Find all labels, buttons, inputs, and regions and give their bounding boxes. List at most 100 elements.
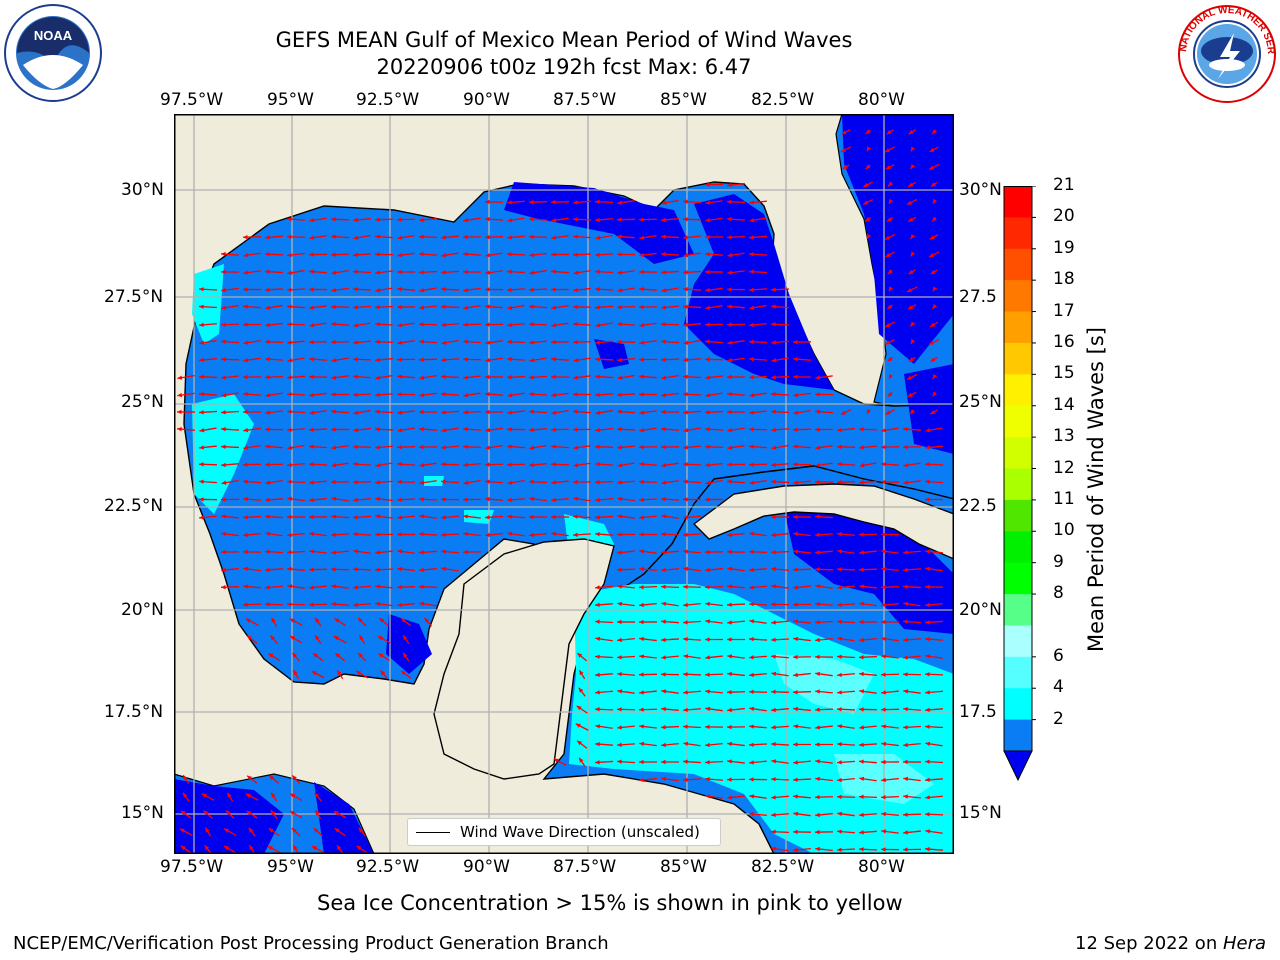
wind-wave-arrowhead — [375, 409, 380, 414]
wind-wave-arrowhead — [771, 742, 776, 747]
wind-wave-arrowhead — [221, 514, 226, 519]
wind-wave-arrowhead — [375, 322, 380, 327]
wind-wave-arrowhead — [265, 235, 270, 240]
wind-wave-arrowhead — [639, 759, 644, 765]
wind-wave-arrowhead — [243, 602, 248, 607]
wind-wave-arrowhead — [815, 759, 821, 764]
wind-wave-arrowhead — [815, 846, 820, 852]
wind-wave-arrowhead — [661, 270, 666, 275]
wind-wave-arrowhead — [529, 340, 534, 345]
wind-wave-arrowhead — [573, 234, 578, 239]
wind-wave-arrowhead — [881, 759, 886, 765]
wind-wave-arrowhead — [245, 618, 251, 623]
wind-wave-arrowhead — [727, 532, 732, 538]
wind-wave-arrowhead — [595, 410, 601, 415]
wind-wave-arrowhead — [705, 357, 710, 362]
wind-wave-arrowhead — [573, 532, 578, 537]
wind-wave-arrowhead — [617, 463, 623, 468]
wind-wave-arrowhead — [727, 549, 732, 555]
wind-wave-arrowhead — [815, 689, 820, 694]
wind-wave-arrowhead — [793, 811, 799, 817]
wind-wave-arrowhead — [485, 532, 490, 538]
colorbar-tick-label: 18 — [1053, 269, 1075, 290]
lat-tick-left: 30°N — [121, 180, 164, 200]
wind-wave-arrowhead — [881, 690, 886, 695]
wind-wave-arrowhead — [661, 357, 666, 362]
wind-wave-arrowhead — [507, 444, 512, 449]
colorbar-segment — [1004, 625, 1032, 658]
wind-wave-arrowhead — [661, 426, 666, 432]
wind-wave-arrowhead — [199, 287, 204, 292]
wind-wave-arrowhead — [221, 251, 226, 257]
wind-wave-arrowhead — [859, 567, 864, 572]
wind-wave-arrowhead — [617, 252, 622, 257]
wind-wave-arrowhead — [661, 200, 667, 205]
wind-wave-arrowhead — [577, 740, 582, 746]
wind-wave-arrowhead — [463, 393, 469, 398]
wind-wave-arrowhead — [837, 847, 842, 852]
wind-wave-arrowhead — [705, 462, 710, 468]
wind-wave-arrowhead — [617, 759, 622, 764]
wind-wave-arrowhead — [639, 532, 644, 537]
wind-wave-arrowhead — [309, 323, 315, 328]
wind-wave-arrowhead — [910, 251, 916, 257]
wind-wave-arrowhead — [771, 532, 776, 538]
wind-wave-arrowhead — [903, 794, 908, 799]
wind-wave-arrowhead — [859, 655, 864, 660]
wind-wave-arrowhead — [639, 444, 644, 450]
wind-wave-arrowhead — [727, 566, 733, 572]
wind-wave-arrowhead — [315, 635, 320, 641]
wind-wave-arrowhead — [463, 251, 468, 257]
wind-wave-arrowhead — [617, 707, 622, 712]
wind-wave-arrowhead — [908, 357, 914, 362]
wind-wave-arrowhead — [595, 462, 600, 467]
wind-wave-arrowhead — [265, 462, 270, 467]
wind-wave-arrowhead — [507, 305, 513, 310]
wind-wave-arrowhead — [859, 637, 864, 643]
wind-wave-arrowhead — [705, 217, 711, 223]
wind-wave-arrowhead — [749, 218, 755, 223]
wind-wave-arrowhead — [397, 462, 402, 467]
wind-wave-arrowhead — [199, 479, 204, 484]
wind-wave-arrowhead — [265, 339, 270, 345]
wind-wave-arrowhead — [551, 462, 556, 467]
wind-wave-arrowhead — [358, 827, 364, 833]
wind-wave-arrowhead — [727, 637, 732, 642]
wind-wave-arrowhead — [749, 811, 754, 817]
wind-wave-arrowhead — [205, 827, 210, 833]
wind-wave-arrowhead — [353, 427, 358, 433]
wind-wave-arrowhead — [749, 427, 754, 432]
wind-wave-arrowhead — [888, 198, 894, 204]
wind-wave-arrowhead — [639, 461, 644, 467]
wind-wave-arrowhead — [727, 340, 733, 345]
wind-wave-arrowhead — [885, 252, 891, 257]
wind-wave-arrowhead — [265, 305, 271, 310]
wind-wave-direction-arrows — [176, 129, 944, 854]
wind-wave-arrowhead — [353, 549, 359, 554]
colorbar-tick-label: 20 — [1053, 206, 1075, 227]
wind-wave-arrowhead — [199, 445, 204, 450]
wind-wave-arrowhead — [771, 304, 776, 309]
wind-wave-arrowhead — [925, 690, 930, 695]
wind-wave-arrowhead — [331, 445, 337, 450]
wind-wave-arrowhead — [199, 374, 204, 379]
wind-wave-arrowhead — [313, 653, 319, 658]
wind-wave-arrowhead — [243, 253, 249, 258]
wind-wave-arrowhead — [419, 497, 424, 502]
wind-wave-arrowhead — [705, 410, 710, 415]
wind-wave-arrowhead — [529, 322, 534, 327]
wind-wave-arrowhead — [595, 269, 600, 274]
wind-wave-arrowhead — [199, 322, 204, 328]
wind-wave-arrowhead — [287, 270, 293, 275]
wind-wave-arrowhead — [771, 637, 776, 642]
wind-wave-arrowhead — [243, 515, 248, 520]
lon-tick-top: 85°W — [660, 90, 707, 110]
wind-wave-arrowhead — [397, 584, 402, 590]
wind-wave-arrowhead — [287, 445, 293, 450]
wind-wave-arrowhead — [331, 584, 337, 589]
wind-wave-arrowhead — [529, 514, 534, 520]
wind-wave-arrowhead — [485, 479, 490, 484]
wind-wave-arrowhead — [485, 515, 490, 520]
wind-wave-arrowhead — [705, 567, 710, 573]
wind-wave-arrowhead — [331, 462, 337, 468]
